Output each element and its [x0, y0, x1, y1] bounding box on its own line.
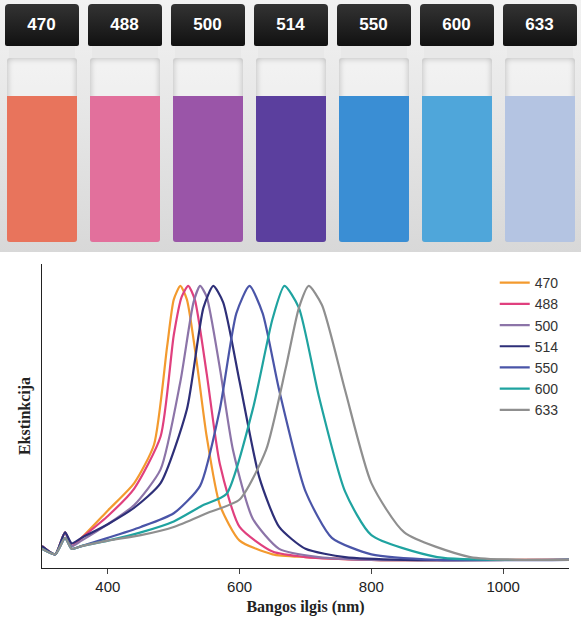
svg-text:633: 633 [535, 402, 559, 418]
svg-text:488: 488 [535, 296, 559, 312]
html-text:488: 488 [110, 15, 139, 34]
svg-text:550: 550 [535, 360, 559, 376]
html-text:514: 514 [276, 15, 305, 34]
html-text:633: 633 [525, 15, 554, 34]
svg-text:400: 400 [95, 578, 120, 595]
html-text:600: 600 [442, 15, 471, 34]
svg-text:1000: 1000 [486, 578, 519, 595]
html-text:470: 470 [27, 15, 56, 34]
svg-text:600: 600 [535, 381, 559, 397]
svg-text:Ekstinkcija: Ekstinkcija [16, 377, 34, 455]
html-text:500: 500 [193, 15, 222, 34]
html-text:550: 550 [359, 15, 388, 34]
svg-text:470: 470 [535, 275, 559, 291]
svg-text:600: 600 [227, 578, 252, 595]
svg-text:500: 500 [535, 318, 559, 334]
svg-text:Bangos ilgis (nm): Bangos ilgis (nm) [246, 598, 364, 616]
svg-text:514: 514 [535, 339, 559, 355]
svg-text:800: 800 [359, 578, 384, 595]
